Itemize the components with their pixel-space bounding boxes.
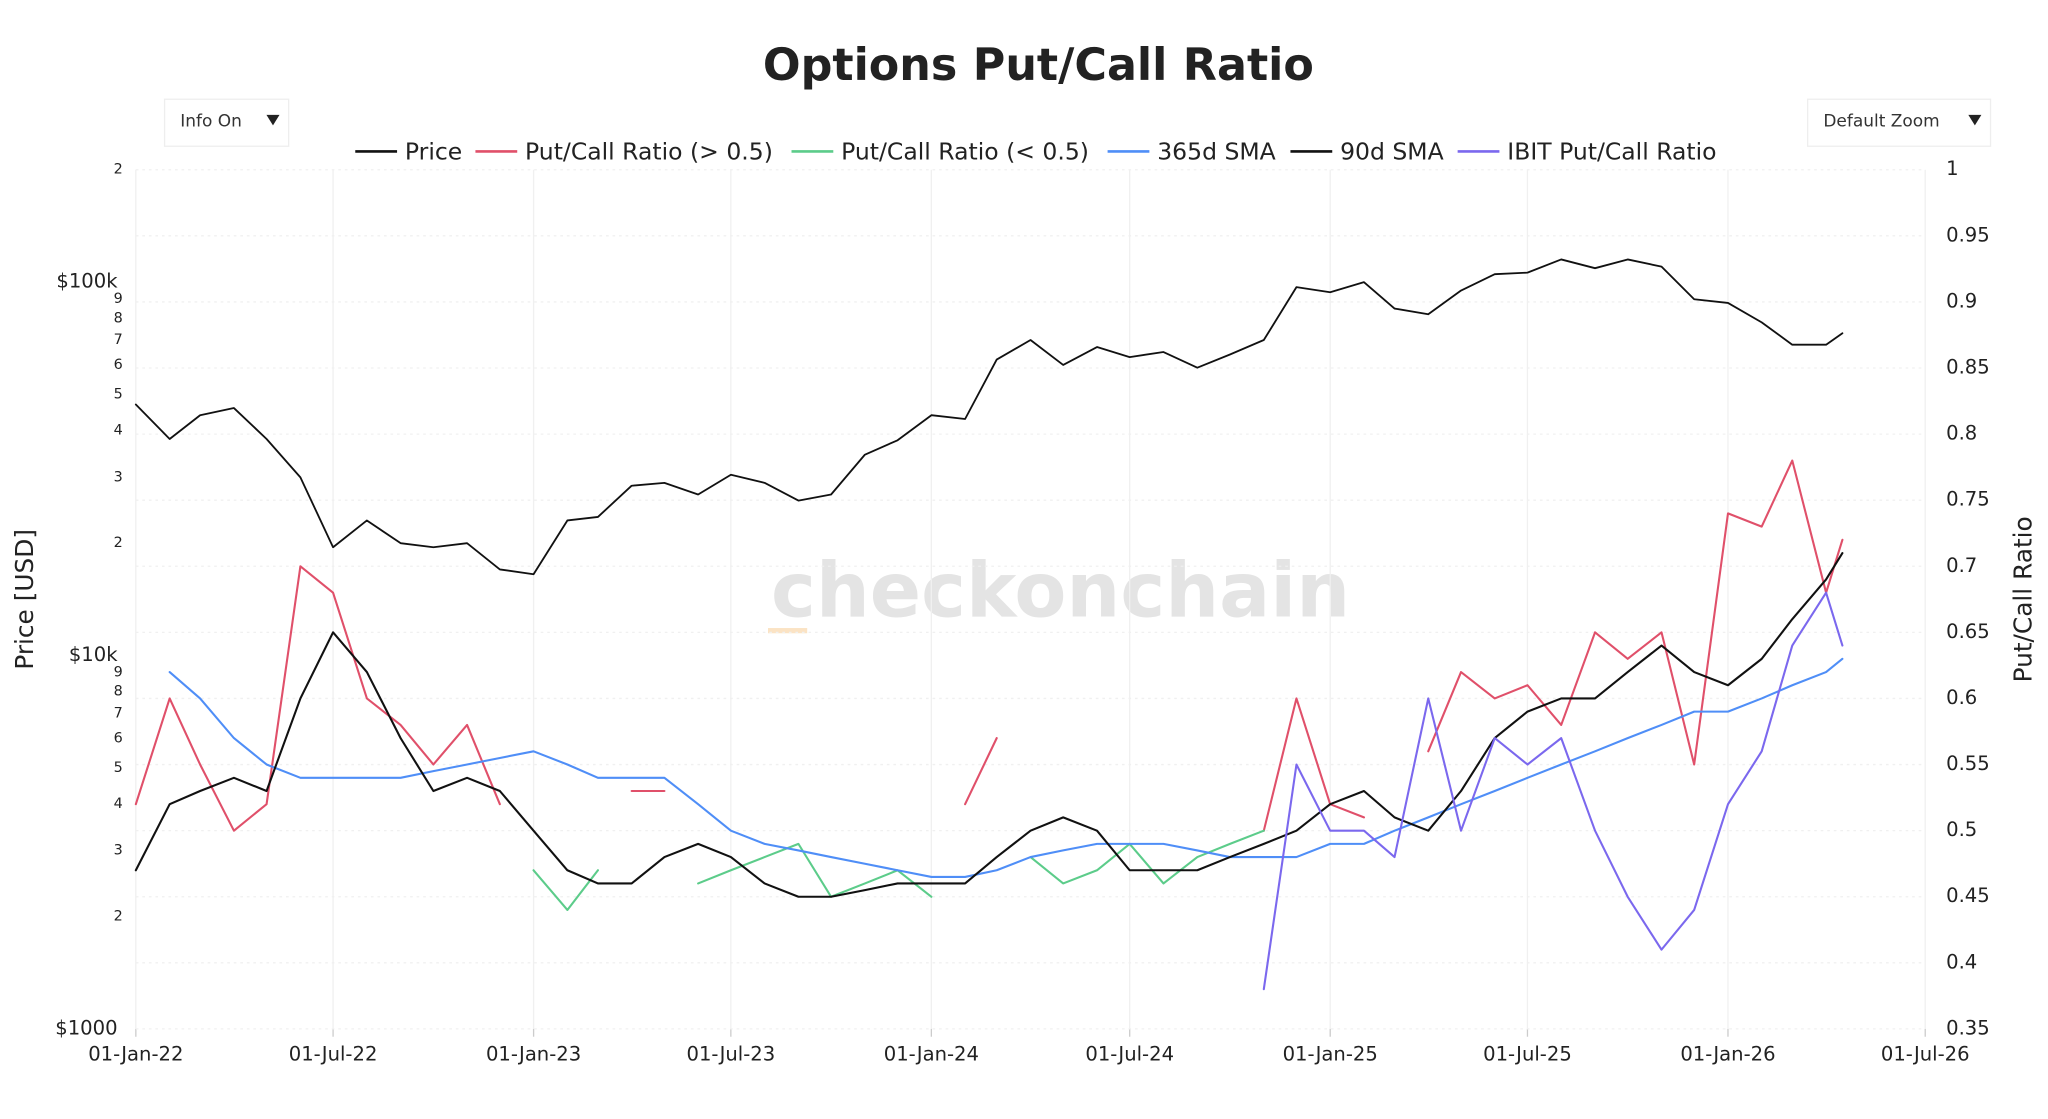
y-tick-label: 3 [114, 469, 123, 485]
legend-label: Price [405, 137, 462, 165]
y-tick-label: 2 [114, 909, 123, 925]
watermark: checkonchain [771, 546, 1350, 634]
dropdown-box[interactable] [163, 98, 290, 147]
legend-label: 365d SMA [1157, 137, 1276, 165]
y-tick-label: 4 [114, 423, 123, 439]
y2-tick-label: 0.95 [1946, 223, 1990, 246]
y2-tick-label: 0.75 [1946, 488, 1990, 511]
x-tick-label: 01-Jul-23 [687, 1043, 776, 1066]
series-line [1262, 591, 1844, 991]
y2-tick-label: 0.65 [1946, 620, 1990, 643]
x-tick-label: 01-Jan-25 [1283, 1043, 1378, 1066]
y2-tick-label: 1 [1946, 157, 1958, 180]
zoom-dropdown[interactable]: Default Zoom [1807, 98, 1992, 147]
y-tick-label: $1000 [55, 1016, 117, 1039]
y2-tick-label: 0.45 [1946, 884, 1990, 907]
series-line [168, 657, 1844, 878]
y2-tick-label: 0.7 [1946, 554, 1977, 577]
x-tick-label: 01-Jan-26 [1680, 1043, 1775, 1066]
x-tick-label: 01-Jan-22 [88, 1043, 183, 1066]
series-line [134, 459, 1844, 832]
x-tick-label: 01-Jan-24 [884, 1043, 979, 1066]
y2-tick-label: 0.55 [1946, 752, 1990, 775]
legend-label: 90d SMA [1340, 137, 1444, 165]
y2-tick-label: 0.6 [1946, 686, 1977, 709]
y2-tick-label: 0.35 [1946, 1016, 1990, 1039]
x-tick-label: 01-Jul-24 [1085, 1043, 1174, 1066]
y2-tick-label: 0.5 [1946, 818, 1977, 841]
y2-tick-label: 0.85 [1946, 356, 1990, 379]
y-tick-label: 5 [114, 760, 123, 776]
x-tick-label: 01-Jul-26 [1881, 1043, 1970, 1066]
dropdown-arrow[interactable] [1968, 114, 1982, 126]
y2-tick-label: 0.4 [1946, 950, 1977, 973]
y2-axis-title: Put/Call Ratio [2008, 516, 2037, 682]
y-tick-label: 8 [114, 310, 123, 326]
y-tick-label: 4 [114, 796, 123, 812]
y-tick-label: 9 [114, 665, 123, 681]
chart-title: Options Put/Call Ratio [763, 40, 1314, 91]
y-tick-label: 6 [114, 730, 123, 746]
y-tick-label: 5 [114, 387, 123, 403]
x-tick-label: 01-Jul-25 [1483, 1043, 1572, 1066]
info-dropdown[interactable]: Info On [163, 98, 290, 147]
y-tick-label: 3 [114, 843, 123, 859]
dropdown-label[interactable]: Info On [180, 111, 242, 131]
series-line [134, 552, 1844, 898]
x-tick-label: 01-Jul-22 [289, 1043, 378, 1066]
dropdown-box[interactable] [1807, 98, 1992, 147]
dropdown-label[interactable]: Default Zoom [1823, 111, 1939, 131]
y2-tick-label: 0.8 [1946, 422, 1977, 445]
series-line [134, 258, 1844, 576]
y-tick-label: 2 [114, 535, 123, 551]
y-axis-title: Price [USD] [10, 529, 39, 670]
legend-label: IBIT Put/Call Ratio [1507, 137, 1716, 165]
watermark-underline [768, 628, 808, 634]
legend: Price Put/Call Ratio (> 0.5) Put/Call Rati… [355, 137, 1717, 165]
y-tick-label: 7 [114, 705, 123, 721]
y-tick-label: $100k [56, 270, 118, 293]
y-tick-label: 6 [114, 357, 123, 373]
legend-label: Put/Call Ratio (> 0.5) [525, 137, 773, 165]
legend-label: Put/Call Ratio (< 0.5) [841, 137, 1089, 165]
y-tick-label: 2 [114, 162, 123, 178]
y-tick-label: 9 [114, 291, 123, 307]
y2-tick-label: 0.9 [1946, 289, 1977, 312]
x-tick-label: 01-Jan-23 [486, 1043, 581, 1066]
y-tick-label: $10k [69, 643, 118, 666]
dropdown-arrow[interactable] [266, 114, 280, 126]
y-tick-label: 8 [114, 684, 123, 700]
y-tick-label: 7 [114, 332, 123, 348]
